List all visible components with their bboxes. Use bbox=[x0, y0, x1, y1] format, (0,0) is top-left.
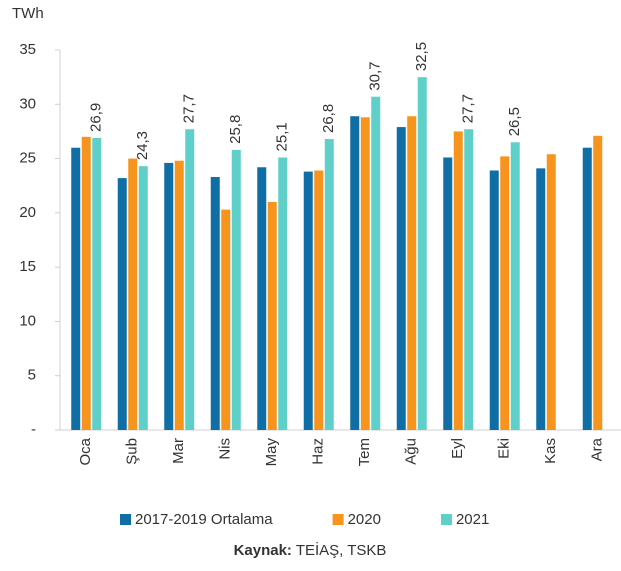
x-tick-label: Ağu bbox=[403, 438, 420, 465]
source: Kaynak: TEİAŞ, TSKB bbox=[234, 541, 387, 559]
x-tick-label: Oca bbox=[77, 437, 94, 465]
value-label: 26,5 bbox=[506, 107, 523, 136]
legend-label: 2020 bbox=[348, 511, 381, 528]
x-tick-label: Ara bbox=[589, 437, 606, 461]
bar bbox=[92, 137, 102, 430]
bar bbox=[350, 116, 360, 430]
bar bbox=[257, 167, 267, 430]
x-tick-label: Nis bbox=[217, 438, 234, 460]
bar bbox=[546, 154, 556, 430]
bar bbox=[138, 166, 148, 430]
x-tick-label: Eyl bbox=[449, 438, 466, 459]
value-label: 27,7 bbox=[460, 94, 477, 123]
value-label: 32,5 bbox=[413, 42, 430, 71]
bar bbox=[128, 158, 138, 431]
bar bbox=[81, 136, 91, 430]
x-tick-label: May bbox=[263, 438, 280, 467]
legend-swatch bbox=[332, 514, 344, 525]
bar bbox=[71, 147, 81, 430]
legend-swatch bbox=[120, 514, 131, 525]
value-label: 25,8 bbox=[227, 115, 244, 144]
bar bbox=[303, 171, 313, 430]
bar bbox=[407, 116, 417, 430]
bar bbox=[210, 177, 220, 430]
x-tick-label: Haz bbox=[310, 438, 327, 465]
bar bbox=[396, 127, 406, 430]
y-tick-label: 35 bbox=[19, 41, 36, 58]
value-label: 26,8 bbox=[320, 104, 337, 133]
bar bbox=[453, 131, 463, 430]
y-tick-label: 5 bbox=[28, 367, 36, 384]
value-label: 26,9 bbox=[88, 103, 105, 132]
bar bbox=[536, 168, 546, 431]
y-axis-label: TWh bbox=[12, 5, 44, 22]
bar bbox=[593, 135, 603, 430]
y-tick-label: 25 bbox=[19, 150, 36, 167]
y-tick-label: 20 bbox=[19, 204, 36, 221]
value-label: 25,1 bbox=[274, 122, 291, 151]
bar bbox=[582, 147, 592, 430]
bar bbox=[185, 129, 195, 430]
bar bbox=[221, 209, 231, 430]
x-tick-label: Tem bbox=[356, 438, 373, 466]
bar bbox=[174, 160, 184, 430]
x-tick-label: Şub bbox=[124, 438, 141, 465]
y-tick-label: - bbox=[31, 421, 36, 438]
bar bbox=[371, 96, 381, 430]
bar bbox=[464, 129, 474, 430]
y-tick-label: 30 bbox=[19, 95, 36, 112]
bar bbox=[360, 117, 370, 431]
bar bbox=[117, 178, 127, 430]
bar bbox=[324, 139, 334, 430]
value-label: 27,7 bbox=[181, 94, 198, 123]
bar bbox=[314, 170, 324, 430]
legend-label: 2021 bbox=[456, 511, 489, 528]
source-label: Kaynak: bbox=[234, 542, 292, 559]
legend-swatch bbox=[440, 514, 452, 525]
bar bbox=[164, 162, 174, 430]
source-text: TEİAŞ, TSKB bbox=[296, 541, 387, 559]
x-tick-label: Mar bbox=[170, 438, 187, 464]
bar bbox=[278, 157, 288, 430]
bar bbox=[417, 77, 427, 431]
bar bbox=[500, 156, 510, 430]
x-tick-label: Eki bbox=[496, 438, 513, 459]
value-label: 24,3 bbox=[134, 131, 151, 160]
y-tick-label: 15 bbox=[19, 258, 36, 275]
bar bbox=[267, 202, 277, 430]
x-tick-label: Kas bbox=[542, 438, 559, 464]
bar bbox=[443, 157, 453, 430]
legend-label: 2017-2019 Ortalama bbox=[135, 511, 273, 528]
bar bbox=[231, 149, 241, 430]
value-label: 30,7 bbox=[367, 61, 384, 90]
bar bbox=[489, 170, 499, 430]
y-tick-label: 10 bbox=[19, 312, 36, 329]
bar bbox=[510, 142, 520, 431]
